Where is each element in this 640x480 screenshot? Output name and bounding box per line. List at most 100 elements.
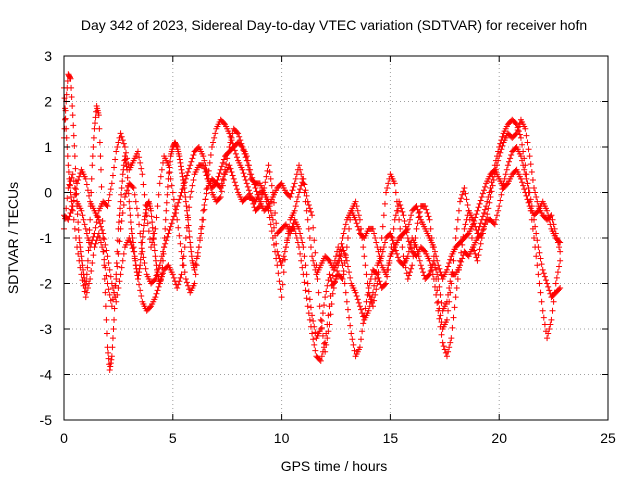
data-point bbox=[391, 180, 398, 187]
data-point bbox=[163, 199, 170, 206]
data-point bbox=[275, 252, 282, 259]
data-point bbox=[466, 216, 473, 223]
data-point bbox=[162, 240, 169, 247]
data-point bbox=[97, 166, 104, 173]
data-point bbox=[298, 171, 305, 178]
data-point bbox=[120, 202, 127, 209]
data-point bbox=[336, 257, 343, 264]
data-point bbox=[524, 180, 531, 187]
data-point bbox=[250, 200, 257, 207]
data-point bbox=[309, 312, 316, 319]
data-point bbox=[535, 271, 542, 278]
data-point bbox=[89, 260, 96, 267]
data-point bbox=[526, 189, 533, 196]
data-point bbox=[319, 310, 326, 317]
x-tick-label: 20 bbox=[491, 430, 507, 446]
data-point bbox=[358, 306, 365, 313]
data-point bbox=[68, 206, 75, 213]
data-point bbox=[371, 230, 378, 237]
data-point bbox=[176, 232, 183, 239]
data-point bbox=[212, 130, 219, 137]
data-point bbox=[304, 198, 311, 205]
data-point bbox=[317, 357, 324, 364]
data-point bbox=[116, 212, 123, 219]
data-point bbox=[381, 281, 388, 288]
data-point bbox=[354, 207, 361, 214]
data-point bbox=[508, 151, 515, 158]
data-point bbox=[494, 212, 501, 219]
data-point bbox=[339, 244, 346, 251]
data-point bbox=[333, 273, 339, 280]
data-point bbox=[536, 280, 543, 287]
data-point bbox=[443, 316, 450, 323]
data-point bbox=[385, 262, 392, 269]
data-point bbox=[264, 203, 271, 210]
data-point bbox=[432, 248, 439, 255]
data-point bbox=[158, 273, 165, 280]
data-point bbox=[244, 183, 251, 190]
data-point bbox=[231, 179, 238, 186]
data-point bbox=[76, 257, 83, 264]
data-point bbox=[437, 312, 444, 319]
data-point bbox=[553, 274, 560, 281]
data-point bbox=[532, 223, 539, 230]
data-point bbox=[437, 291, 444, 298]
data-point bbox=[167, 223, 174, 230]
data-point bbox=[404, 225, 411, 232]
data-point bbox=[408, 212, 415, 219]
data-point bbox=[260, 189, 267, 196]
data-point bbox=[433, 266, 440, 273]
data-point bbox=[339, 235, 346, 241]
data-point bbox=[399, 244, 406, 251]
data-point bbox=[270, 224, 277, 231]
data-point bbox=[82, 225, 89, 232]
data-point bbox=[355, 299, 362, 306]
data-point bbox=[269, 189, 276, 196]
data-point bbox=[312, 329, 319, 336]
data-point bbox=[372, 275, 379, 282]
data-point bbox=[157, 257, 164, 264]
data-point bbox=[179, 186, 186, 193]
data-point bbox=[389, 237, 396, 244]
data-point bbox=[379, 248, 386, 255]
data-point bbox=[141, 191, 148, 198]
data-point bbox=[125, 161, 132, 168]
data-point bbox=[392, 247, 399, 254]
data-point bbox=[379, 223, 386, 230]
data-point bbox=[229, 172, 236, 179]
data-point bbox=[386, 257, 393, 264]
data-point bbox=[447, 339, 454, 346]
data-point bbox=[93, 219, 100, 226]
data-point bbox=[227, 165, 234, 172]
data-point bbox=[353, 293, 360, 300]
data-point bbox=[64, 153, 71, 160]
data-point bbox=[268, 228, 275, 235]
data-point bbox=[514, 126, 521, 133]
data-point bbox=[326, 271, 333, 278]
data-point bbox=[544, 335, 551, 342]
data-point bbox=[83, 289, 90, 296]
data-point bbox=[539, 266, 546, 273]
data-point bbox=[317, 316, 324, 323]
data-point bbox=[220, 176, 227, 183]
data-point bbox=[406, 244, 413, 251]
data-point bbox=[243, 157, 250, 164]
data-point bbox=[103, 330, 110, 337]
data-point bbox=[398, 235, 405, 241]
data-point bbox=[176, 196, 183, 203]
data-point bbox=[374, 280, 381, 287]
data-point bbox=[336, 252, 343, 259]
data-point bbox=[132, 262, 139, 269]
data-point bbox=[335, 262, 342, 269]
data-point bbox=[497, 149, 504, 156]
data-point bbox=[76, 173, 83, 180]
data-point bbox=[507, 155, 514, 162]
data-point bbox=[62, 215, 69, 222]
data-point bbox=[97, 153, 104, 160]
data-point bbox=[472, 250, 479, 257]
data-point bbox=[203, 166, 210, 173]
data-point bbox=[216, 195, 223, 202]
data-point bbox=[364, 280, 371, 287]
data-point bbox=[71, 184, 78, 191]
